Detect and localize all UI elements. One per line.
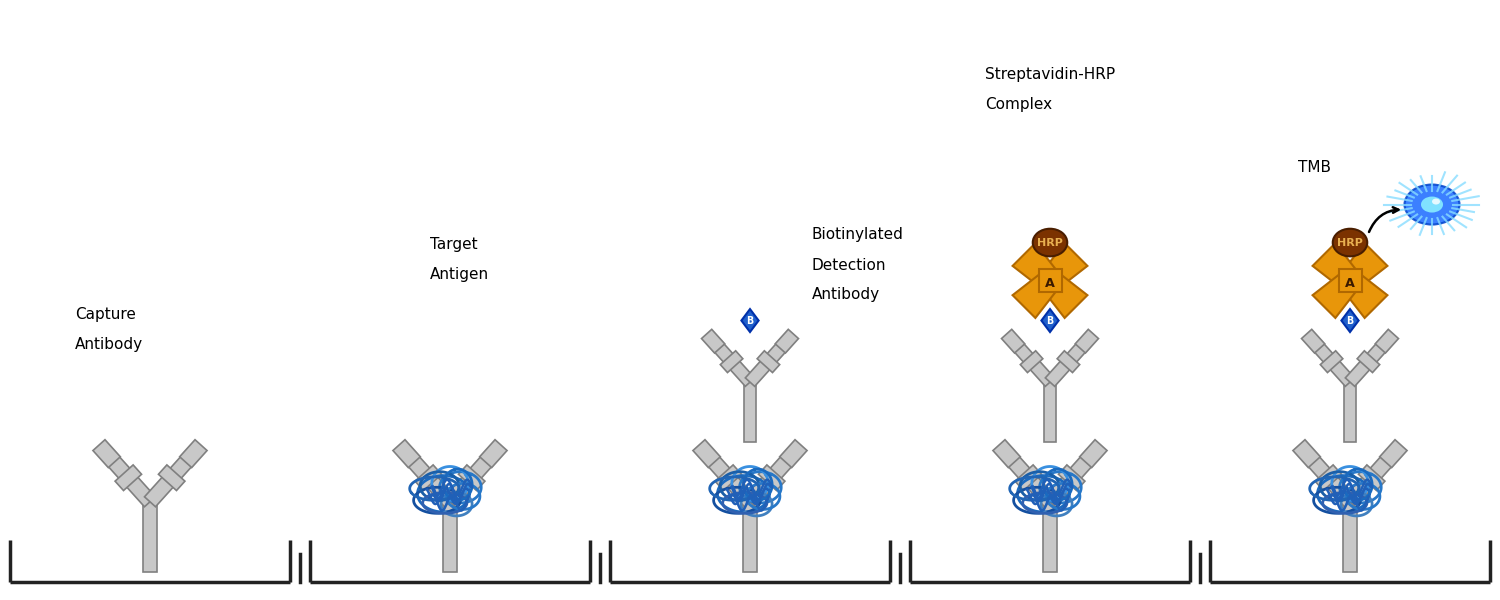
- Polygon shape: [1342, 243, 1388, 289]
- Polygon shape: [444, 449, 500, 507]
- Polygon shape: [1038, 269, 1062, 292]
- Polygon shape: [780, 440, 807, 467]
- Polygon shape: [1058, 351, 1080, 373]
- Text: A: A: [1046, 277, 1054, 290]
- Text: HRP: HRP: [1036, 238, 1064, 248]
- Polygon shape: [693, 440, 720, 467]
- Polygon shape: [1344, 449, 1400, 507]
- Polygon shape: [1080, 440, 1107, 467]
- Text: Target: Target: [430, 238, 477, 253]
- Polygon shape: [702, 329, 724, 353]
- Polygon shape: [159, 465, 184, 491]
- Polygon shape: [459, 465, 484, 491]
- Polygon shape: [93, 440, 120, 467]
- Polygon shape: [1042, 272, 1088, 318]
- Ellipse shape: [1404, 185, 1460, 224]
- Polygon shape: [1358, 351, 1380, 373]
- Polygon shape: [1044, 382, 1056, 442]
- Text: HRP: HRP: [1336, 238, 1364, 248]
- Polygon shape: [1302, 329, 1324, 353]
- Polygon shape: [1041, 309, 1059, 332]
- Text: Antibody: Antibody: [75, 337, 142, 353]
- Text: Antigen: Antigen: [430, 268, 489, 283]
- Text: TMB: TMB: [1298, 160, 1330, 175]
- Polygon shape: [1316, 465, 1341, 491]
- Polygon shape: [1016, 465, 1041, 491]
- Polygon shape: [1002, 329, 1025, 353]
- Polygon shape: [1300, 449, 1356, 507]
- Polygon shape: [100, 449, 156, 507]
- Polygon shape: [758, 351, 780, 373]
- Polygon shape: [759, 465, 784, 491]
- Polygon shape: [1308, 337, 1354, 386]
- Ellipse shape: [1332, 229, 1368, 256]
- Ellipse shape: [1032, 229, 1068, 256]
- Text: Capture: Capture: [75, 307, 136, 323]
- Polygon shape: [744, 382, 756, 442]
- Polygon shape: [1000, 449, 1056, 507]
- Polygon shape: [116, 465, 141, 491]
- Polygon shape: [746, 337, 792, 386]
- Polygon shape: [1312, 243, 1358, 289]
- Polygon shape: [742, 502, 758, 572]
- Text: Streptavidin-HRP: Streptavidin-HRP: [986, 67, 1114, 82]
- Text: B: B: [1347, 316, 1353, 326]
- Polygon shape: [716, 465, 741, 491]
- Polygon shape: [1293, 440, 1320, 467]
- Polygon shape: [442, 502, 458, 572]
- Polygon shape: [1008, 337, 1054, 386]
- Polygon shape: [142, 502, 158, 572]
- Polygon shape: [1046, 337, 1092, 386]
- Polygon shape: [720, 351, 742, 373]
- Polygon shape: [1338, 269, 1362, 292]
- Polygon shape: [144, 449, 200, 507]
- Polygon shape: [1044, 449, 1100, 507]
- Text: Biotinylated: Biotinylated: [812, 227, 904, 242]
- Text: Detection: Detection: [812, 257, 886, 272]
- Polygon shape: [1342, 502, 1358, 572]
- Polygon shape: [741, 309, 759, 332]
- Text: B: B: [1047, 316, 1053, 326]
- Polygon shape: [1020, 351, 1042, 373]
- Polygon shape: [1013, 243, 1058, 289]
- Polygon shape: [744, 449, 800, 507]
- Polygon shape: [776, 329, 798, 353]
- Polygon shape: [1013, 272, 1058, 318]
- Polygon shape: [1042, 502, 1058, 572]
- Polygon shape: [1359, 465, 1384, 491]
- Polygon shape: [180, 440, 207, 467]
- Polygon shape: [1312, 272, 1358, 318]
- Polygon shape: [1076, 329, 1098, 353]
- Polygon shape: [708, 337, 754, 386]
- Polygon shape: [1341, 309, 1359, 332]
- Text: A: A: [1346, 277, 1354, 290]
- Polygon shape: [393, 440, 420, 467]
- Polygon shape: [1059, 465, 1084, 491]
- Polygon shape: [480, 440, 507, 467]
- Polygon shape: [400, 449, 456, 507]
- Ellipse shape: [1420, 197, 1443, 212]
- Polygon shape: [1320, 351, 1342, 373]
- Polygon shape: [1380, 440, 1407, 467]
- Polygon shape: [1376, 329, 1398, 353]
- Text: Antibody: Antibody: [812, 287, 880, 302]
- Polygon shape: [1346, 337, 1392, 386]
- Polygon shape: [700, 449, 756, 507]
- Ellipse shape: [1432, 199, 1440, 205]
- Text: Complex: Complex: [986, 97, 1052, 113]
- Text: B: B: [747, 316, 753, 326]
- Polygon shape: [1342, 272, 1388, 318]
- Polygon shape: [1344, 382, 1356, 442]
- Polygon shape: [416, 465, 441, 491]
- Polygon shape: [993, 440, 1020, 467]
- Polygon shape: [1042, 243, 1088, 289]
